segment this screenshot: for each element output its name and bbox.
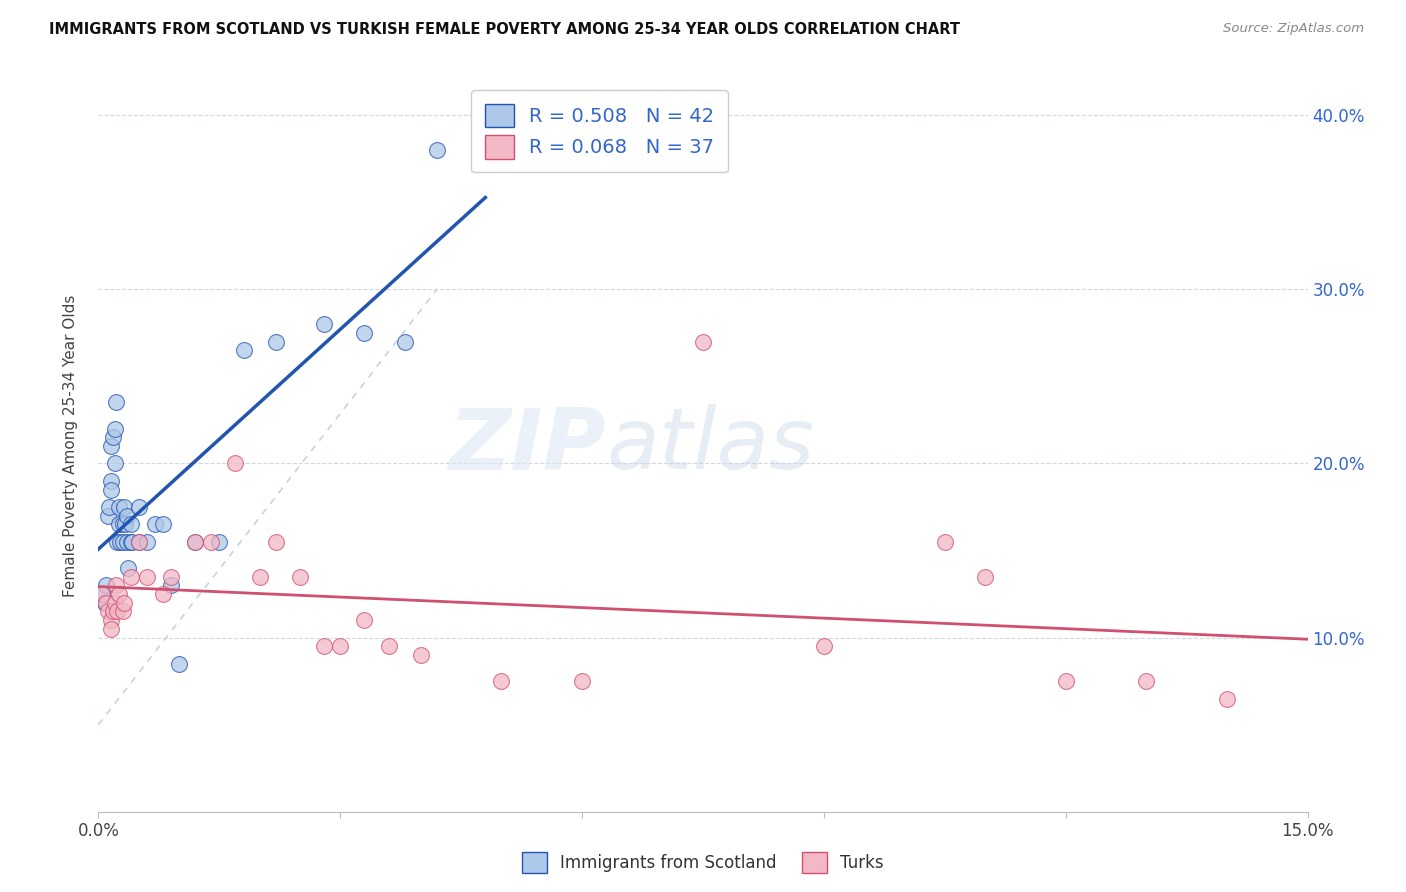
- Point: [115, 534, 138, 549]
- Text: ZIP: ZIP: [449, 404, 606, 488]
- Point: [100, 622, 122, 636]
- Point: [377, 640, 399, 654]
- Point: [1054, 674, 1077, 689]
- Point: [108, 534, 131, 549]
- Point: [135, 569, 157, 583]
- Text: atlas: atlas: [606, 404, 814, 488]
- Point: [115, 508, 138, 523]
- Point: [160, 578, 183, 592]
- Point: [105, 395, 128, 409]
- Point: [120, 569, 142, 583]
- Point: [100, 613, 122, 627]
- Point: [224, 457, 246, 471]
- Point: [184, 534, 207, 549]
- Point: [103, 457, 125, 471]
- Point: [103, 421, 125, 435]
- Point: [314, 317, 336, 331]
- Point: [100, 483, 122, 497]
- Point: [232, 343, 254, 358]
- Text: Source: ZipAtlas.com: Source: ZipAtlas.com: [1223, 22, 1364, 36]
- Legend: Immigrants from Scotland, Turks: Immigrants from Scotland, Turks: [516, 846, 890, 880]
- Point: [100, 474, 122, 488]
- Point: [934, 534, 956, 549]
- Point: [105, 534, 128, 549]
- Y-axis label: Female Poverty Among 25-34 Year Olds: Female Poverty Among 25-34 Year Olds: [63, 295, 77, 597]
- Point: [409, 648, 432, 662]
- Point: [152, 587, 174, 601]
- Point: [135, 534, 157, 549]
- Point: [160, 569, 183, 583]
- Point: [571, 674, 593, 689]
- Point: [353, 613, 375, 627]
- Point: [100, 439, 122, 453]
- Point: [101, 430, 124, 444]
- Point: [264, 334, 287, 349]
- Point: [96, 596, 118, 610]
- Point: [103, 596, 125, 610]
- Point: [105, 578, 128, 592]
- Point: [314, 640, 336, 654]
- Point: [101, 604, 124, 618]
- Point: [353, 326, 375, 340]
- Point: [692, 334, 714, 349]
- Point: [426, 143, 449, 157]
- Point: [1135, 674, 1157, 689]
- Point: [91, 587, 114, 601]
- Point: [1216, 691, 1239, 706]
- Point: [288, 569, 311, 583]
- Point: [152, 517, 174, 532]
- Point: [813, 640, 835, 654]
- Text: IMMIGRANTS FROM SCOTLAND VS TURKISH FEMALE POVERTY AMONG 25-34 YEAR OLDS CORRELA: IMMIGRANTS FROM SCOTLAND VS TURKISH FEMA…: [49, 22, 960, 37]
- Point: [121, 534, 143, 549]
- Point: [264, 534, 287, 549]
- Point: [128, 534, 150, 549]
- Point: [111, 534, 134, 549]
- Point: [143, 517, 166, 532]
- Point: [394, 334, 416, 349]
- Point: [200, 534, 222, 549]
- Point: [120, 517, 142, 532]
- Point: [128, 500, 150, 514]
- Point: [97, 604, 120, 618]
- Point: [96, 578, 118, 592]
- Point: [474, 143, 496, 157]
- Point: [97, 500, 120, 514]
- Point: [208, 534, 231, 549]
- Legend: R = 0.508   N = 42, R = 0.068   N = 37: R = 0.508 N = 42, R = 0.068 N = 37: [471, 90, 728, 172]
- Point: [94, 596, 117, 610]
- Point: [114, 517, 136, 532]
- Point: [107, 587, 129, 601]
- Point: [167, 657, 190, 671]
- Point: [117, 561, 139, 575]
- Point: [112, 596, 135, 610]
- Point: [128, 534, 150, 549]
- Point: [107, 500, 129, 514]
- Point: [249, 569, 271, 583]
- Point: [91, 587, 114, 601]
- Point: [112, 500, 135, 514]
- Point: [120, 534, 142, 549]
- Point: [105, 604, 128, 618]
- Point: [184, 534, 207, 549]
- Point: [329, 640, 352, 654]
- Point: [97, 508, 120, 523]
- Point: [111, 604, 134, 618]
- Point: [107, 517, 129, 532]
- Point: [491, 674, 513, 689]
- Point: [111, 517, 134, 532]
- Point: [974, 569, 997, 583]
